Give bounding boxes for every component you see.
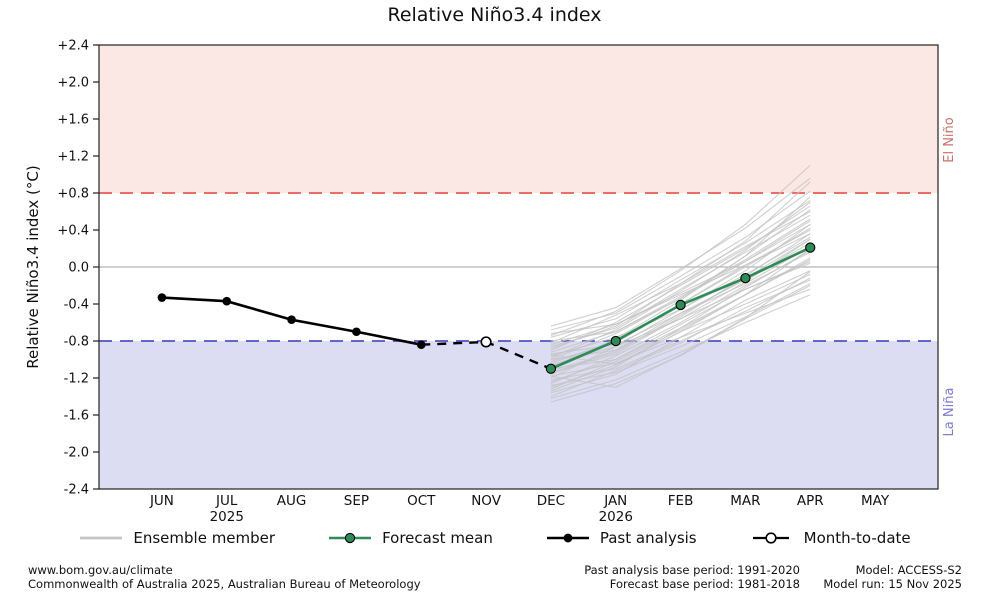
svg-text:-1.2: -1.2 [64,372,89,387]
svg-text:AUG: AUG [277,493,307,509]
svg-text:SEP: SEP [344,493,369,509]
svg-text:MAR: MAR [730,493,760,509]
svg-text:-1.6: -1.6 [64,409,89,424]
svg-text:JAN: JAN [603,493,627,509]
footer-copyright: Commonwealth of Australia 2025, Australi… [28,577,421,591]
footer-model-block: Model: ACCESS-S2 Model run: 15 Nov 2025 [823,563,962,591]
footer-model-name: Model: ACCESS-S2 [855,563,962,577]
forecast-mean-line-icon [329,532,372,544]
svg-text:JUL: JUL [215,493,238,509]
legend-label-forecast-mean: Forecast mean [382,529,493,547]
month-to-date-marker-icon [752,532,789,544]
nino34-plume-chart: +2.4 +2.0 +1.6 +1.2 +0.8 +0.4 0.0 -0.4 -0.8 -1.2 -… [24,39,957,526]
svg-text:-0.8: -0.8 [64,335,89,350]
svg-text:DEC: DEC [537,493,565,509]
footer-model-run: Model run: 15 Nov 2025 [823,577,962,591]
svg-text:+0.4: +0.4 [57,224,89,239]
svg-text:2026: 2026 [599,509,633,525]
svg-text:La Niña: La Niña [942,388,957,437]
past-analysis-line-icon [546,533,589,543]
legend-item-forecast-mean: Forecast mean [327,529,493,547]
svg-text:+1.2: +1.2 [57,150,89,165]
legend-label-month-to-date: Month-to-date [803,529,911,547]
ensemble-member-line-icon [80,536,123,540]
svg-text:NOV: NOV [471,493,501,509]
svg-text:-0.4: -0.4 [64,298,89,313]
svg-text:Relative Niño3.4 index (°C): Relative Niño3.4 index (°C) [24,165,42,368]
svg-text:+0.8: +0.8 [57,187,89,202]
legend-item-ensemble-member: Ensemble member [78,529,275,547]
footer-past-base-period: Past analysis base period: 1991-2020 [584,563,800,577]
svg-text:+1.6: +1.6 [57,113,89,128]
footer-url: www.bom.gov.au/climate [28,563,173,577]
chart-legend: Ensemble member Forecast mean Past analy… [0,529,989,547]
svg-text:JUN: JUN [149,493,174,509]
svg-text:0.0: 0.0 [68,261,89,276]
footer-base-period-block: Past analysis base period: 1991-2020 For… [584,563,800,591]
footer-source-block: www.bom.gov.au/climate Commonwealth of A… [28,563,421,591]
svg-text:El Niño: El Niño [942,117,957,163]
svg-text:+2.0: +2.0 [57,76,89,91]
footer-forecast-base-period: Forecast base period: 1981-2018 [609,577,800,591]
page-title: Relative Niño3.4 index [387,4,602,26]
legend-item-month-to-date: Month-to-date [749,529,911,547]
legend-item-past-analysis: Past analysis [545,529,697,547]
svg-text:-2.4: -2.4 [64,483,89,498]
svg-text:APR: APR [797,493,824,509]
svg-text:2025: 2025 [210,509,244,525]
svg-text:FEB: FEB [668,493,694,509]
legend-label-ensemble-member: Ensemble member [133,529,276,547]
legend-label-past-analysis: Past analysis [599,529,697,547]
svg-text:MAY: MAY [861,493,890,509]
svg-text:-2.0: -2.0 [64,446,89,461]
svg-text:+2.4: +2.4 [57,39,89,54]
svg-text:OCT: OCT [407,493,436,509]
